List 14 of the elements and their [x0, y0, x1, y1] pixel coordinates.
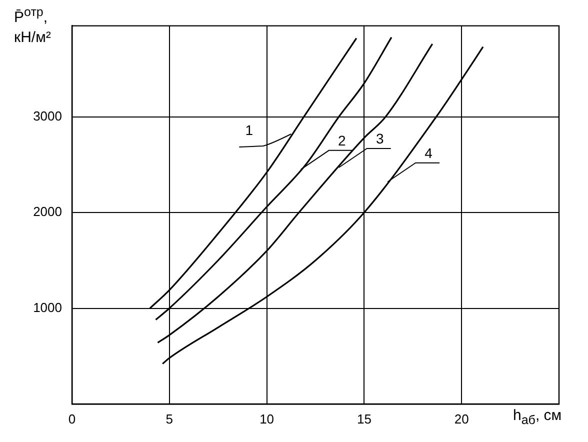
x-tick-label: 5 — [166, 411, 174, 426]
y-tick-label: 3000 — [33, 108, 62, 124]
y-axis-title: P̄$^{отр}$, кН/м² — [14, 4, 52, 48]
annotation: 3 — [376, 130, 384, 147]
x-axis-title: h$_{аб}$, см — [513, 406, 562, 429]
y-tick-label: 1000 — [33, 300, 62, 315]
x-tick-label: 10 — [260, 411, 274, 426]
annotation: 1 — [245, 122, 254, 138]
x-tick-label: 0 — [68, 411, 76, 426]
annotation: 4 — [424, 144, 433, 161]
annotation: 2 — [338, 132, 346, 148]
x-tick-label: 20 — [454, 411, 469, 426]
y-tick-label: 2000 — [33, 204, 62, 220]
x-tick-label: 15 — [356, 411, 372, 426]
